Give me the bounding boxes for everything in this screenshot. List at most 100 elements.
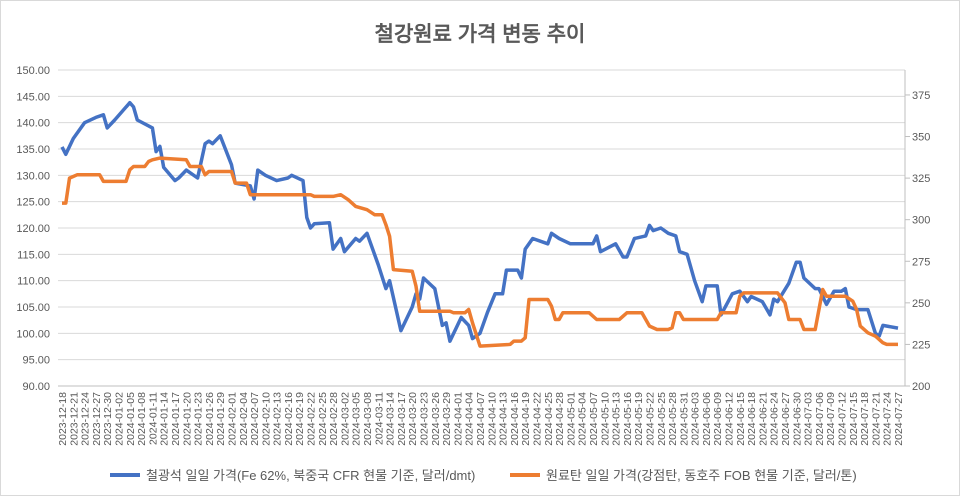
x-tick-label: 2024-01-26 [204, 392, 216, 446]
x-tick-label: 2024-06-18 [746, 392, 758, 446]
x-tick-label: 2024-05-16 [622, 392, 634, 446]
x-tick-label: 2024-03-26 [430, 392, 442, 446]
x-tick-label: 2024-03-23 [419, 392, 431, 446]
x-tick-label: 2024-02-01 [226, 392, 238, 446]
x-tick-label: 2024-04-28 [554, 392, 566, 446]
x-tick-label: 2024-04-07 [475, 392, 487, 446]
x-tick-label: 2024-03-14 [385, 392, 397, 446]
y-tick-label: 120.00 [16, 223, 50, 235]
x-tick-label: 2024-04-04 [464, 392, 476, 446]
x-tick-label: 2024-06-21 [757, 392, 769, 446]
x-tick-label: 2023-12-21 [68, 392, 80, 446]
x-tick-label: 2024-04-01 [452, 392, 464, 446]
x-tick-label: 2024-02-07 [249, 392, 261, 446]
gridlines [58, 69, 905, 387]
x-tick-label: 2024-05-19 [633, 392, 645, 446]
x-tick-label: 2024-06-03 [690, 392, 702, 446]
legend-label-iron-ore: 철광석 일일 가격(Fe 62%, 북중국 CFR 현물 기준, 달러/dmt) [146, 468, 475, 483]
x-tick-label: 2024-07-27 [893, 392, 905, 446]
x-tick-label: 2024-01-20 [181, 392, 193, 446]
x-tick-label: 2024-01-29 [215, 392, 227, 446]
x-tick-label: 2024-03-02 [339, 392, 351, 446]
x-tick-label: 2024-05-13 [611, 392, 623, 446]
x-tick-label: 2024-02-28 [328, 392, 340, 446]
y-right-tick-label: 275 [912, 256, 930, 268]
y-right-tick-label: 350 [912, 132, 930, 144]
y-tick-label: 150.00 [16, 65, 50, 77]
x-tick-label: 2024-03-05 [351, 392, 363, 446]
x-tick-label: 2024-07-06 [814, 392, 826, 446]
series-lines [60, 100, 899, 348]
x-tick-label: 2024-02-19 [294, 392, 306, 446]
x-tick-label: 2024-06-27 [780, 392, 792, 446]
x-tick-label: 2024-07-21 [870, 392, 882, 446]
x-tick-label: 2024-04-13 [498, 392, 510, 446]
x-tick-label: 2024-06-24 [769, 392, 781, 446]
x-axis: 2023-12-18 2023-12-21 2023-12-24 2023-12-27… [57, 392, 905, 446]
x-tick-label: 2024-04-19 [520, 392, 532, 446]
x-tick-label: 2024-05-01 [565, 392, 577, 446]
x-tick-label: 2024-05-04 [577, 392, 589, 446]
iron-ore-line [60, 100, 899, 343]
x-tick-label: 2024-06-15 [735, 392, 747, 446]
y-right-tick-label: 250 [912, 298, 930, 310]
legend: 철광석 일일 가격(Fe 62%, 북중국 CFR 현물 기준, 달러/dmt)… [110, 468, 857, 483]
x-tick-label: 2024-01-05 [125, 392, 137, 446]
y-tick-label: 135.00 [16, 144, 50, 156]
x-tick-label: 2024-05-25 [656, 392, 668, 446]
x-tick-label: 2024-01-08 [136, 392, 148, 446]
x-tick-label: 2024-01-02 [113, 392, 125, 446]
x-tick-label: 2024-04-10 [486, 392, 498, 446]
x-tick-label: 2024-07-12 [837, 392, 849, 446]
x-tick-label: 2023-12-30 [102, 392, 114, 446]
x-tick-label: 2024-07-18 [859, 392, 871, 446]
y-tick-label: 100.00 [16, 328, 50, 340]
coking-coal-line [62, 156, 898, 348]
x-tick-label: 2024-01-17 [170, 392, 182, 446]
y-right-tick-label: 375 [912, 90, 930, 102]
x-tick-label: 2023-12-18 [57, 392, 69, 446]
y-right-tick-label: 225 [912, 339, 930, 351]
x-tick-label: 2024-03-29 [441, 392, 453, 446]
y-axis-left: 90.00 95.00 100.00 105.00 110.00 115.00 120.00… [16, 65, 50, 393]
chart-title: 철강원료 가격 변동 추이 [375, 23, 586, 46]
x-tick-label: 2024-05-31 [678, 392, 690, 446]
x-tick-label: 2023-12-24 [80, 392, 92, 446]
x-tick-label: 2024-06-06 [701, 392, 713, 446]
x-tick-label: 2024-04-16 [509, 392, 521, 446]
y-tick-label: 130.00 [16, 170, 50, 182]
y-axis-right: 200 225 250 275 300 325 350 375 [904, 70, 930, 393]
y-tick-label: 105.00 [16, 302, 50, 314]
x-tick-label: 2024-04-22 [531, 392, 543, 446]
x-tick-label: 2024-05-10 [599, 392, 611, 446]
y-tick-label: 140.00 [16, 118, 50, 130]
x-tick-label: 2024-07-15 [848, 392, 860, 446]
x-tick-label: 2024-03-17 [396, 392, 408, 446]
y-tick-label: 125.00 [16, 197, 50, 209]
x-tick-label: 2024-01-11 [147, 392, 159, 445]
y-tick-label: 115.00 [17, 249, 50, 261]
y-right-tick-label: 300 [912, 215, 930, 227]
y-tick-label: 90.00 [22, 381, 50, 393]
x-tick-label: 2024-03-20 [407, 392, 419, 446]
x-tick-label: 2024-07-24 [882, 392, 894, 446]
legend-label-coking-coal: 원료탄 일일 가격(강점탄, 동호주 FOB 현물 기준, 달러/톤) [546, 468, 857, 483]
x-tick-label: 2024-02-25 [317, 392, 329, 446]
y-right-tick-label: 200 [912, 381, 930, 393]
y-tick-label: 95.00 [22, 355, 50, 367]
x-tick-label: 2024-05-28 [667, 392, 679, 446]
x-tick-label: 2024-05-07 [588, 392, 600, 446]
x-tick-label: 2024-02-04 [238, 392, 250, 446]
x-tick-label: 2024-02-10 [260, 392, 272, 446]
x-tick-label: 2024-02-13 [272, 392, 284, 446]
x-tick-label: 2024-05-22 [644, 392, 656, 446]
x-tick-label: 2023-12-27 [91, 392, 103, 446]
x-tick-label: 2024-03-08 [362, 392, 374, 446]
x-tick-label: 2024-01-23 [193, 392, 205, 446]
y-right-tick-label: 325 [912, 173, 930, 185]
x-tick-label: 2024-02-16 [283, 392, 295, 446]
x-tick-label: 2024-07-03 [803, 392, 815, 446]
x-tick-label: 2024-06-30 [791, 392, 803, 446]
y-tick-label: 110.00 [17, 276, 50, 288]
